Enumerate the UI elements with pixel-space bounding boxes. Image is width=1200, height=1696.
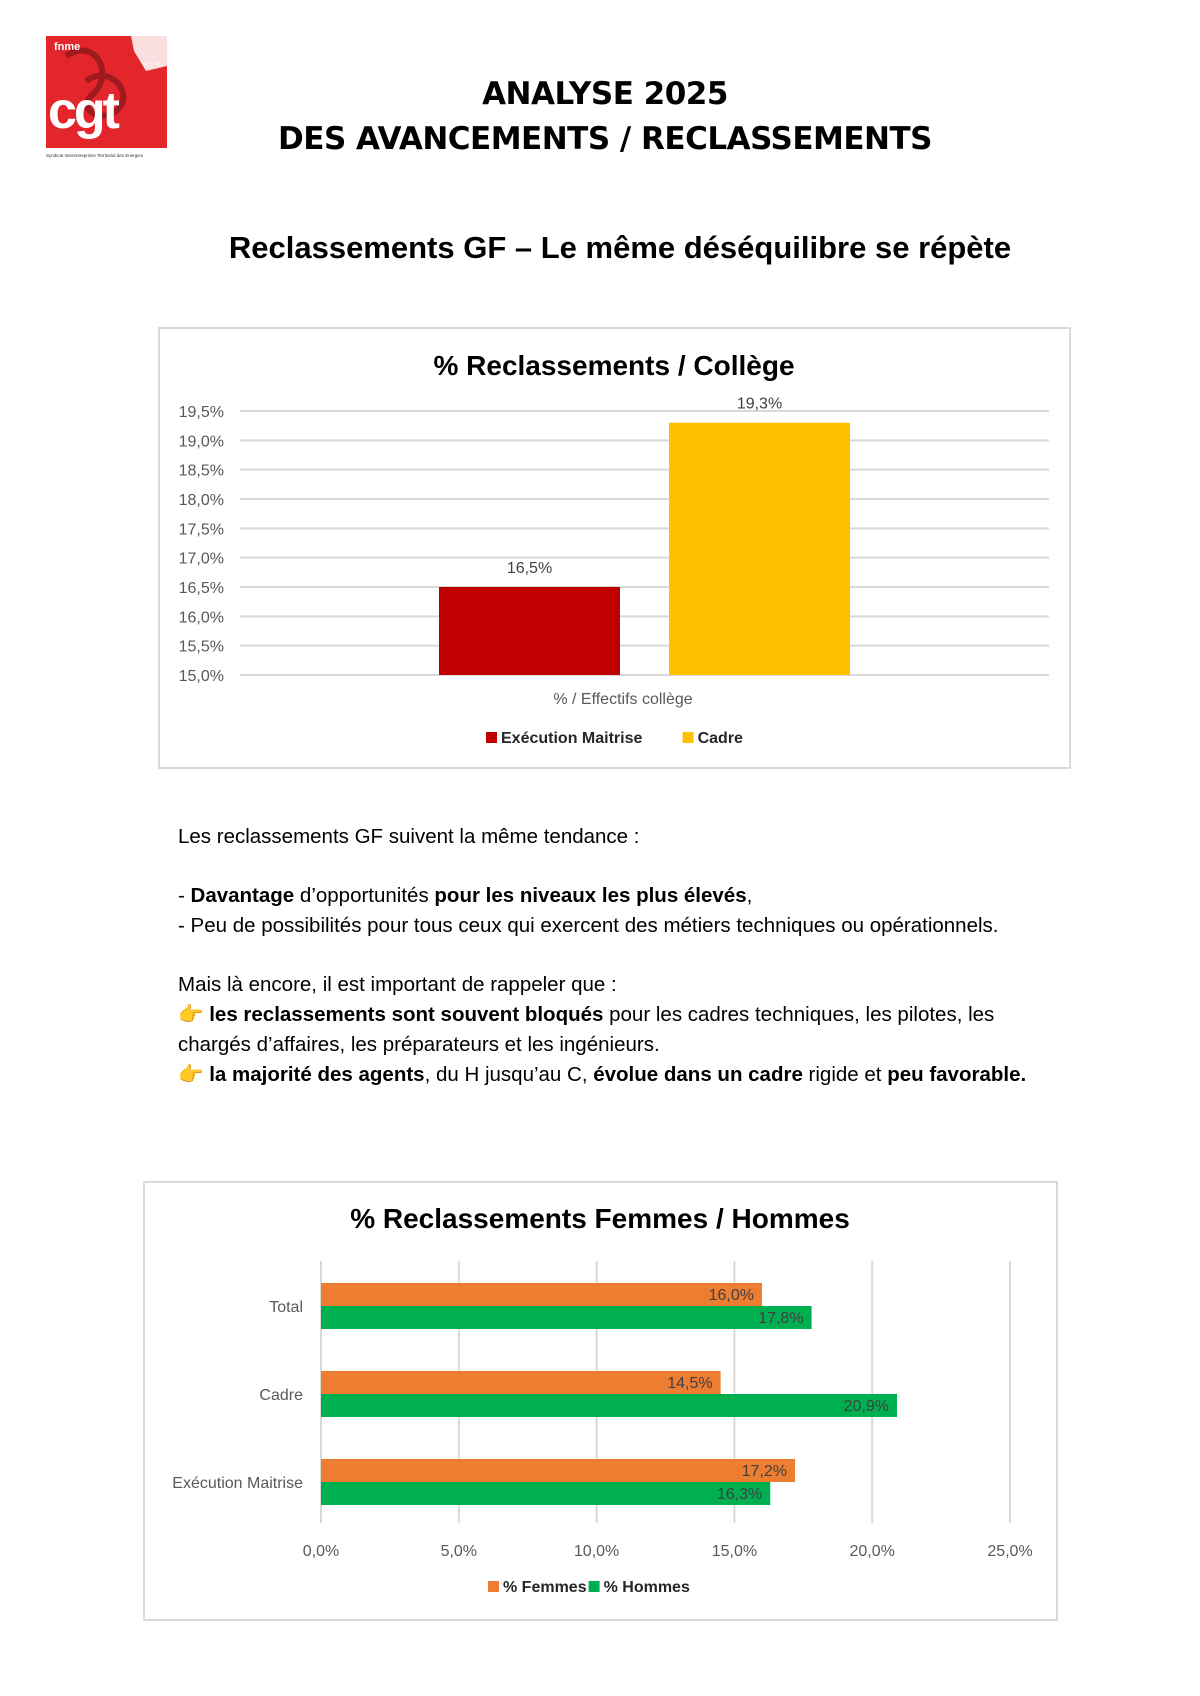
chart-title: % Reclassements / Collège bbox=[433, 350, 794, 381]
text: pour les cadres techniques, les pilotes,… bbox=[603, 1003, 995, 1026]
bold-text: peu favorable. bbox=[887, 1063, 1027, 1086]
data-label: 14,5% bbox=[667, 1375, 712, 1392]
logo-fnme-text: fnme bbox=[54, 41, 80, 53]
bullet-prefix: - bbox=[178, 884, 191, 907]
y-tick-label: 16,0% bbox=[179, 609, 224, 626]
text: d’opportunités bbox=[294, 884, 435, 907]
x-axis-label: % / Effectifs collège bbox=[553, 691, 692, 708]
legend-swatch bbox=[682, 732, 694, 743]
reminder-text: Mais là encore, il est important de rapp… bbox=[178, 973, 617, 996]
bar-femmes bbox=[321, 1371, 721, 1394]
x-tick-label: 10,0% bbox=[574, 1543, 619, 1560]
data-label: 17,8% bbox=[758, 1310, 803, 1327]
legend-label: % Femmes bbox=[503, 1579, 587, 1596]
pointing-hand-icon: 👉 bbox=[178, 1003, 204, 1026]
gender-bar-chart: % Reclassements Femmes / Hommes 0,0% 5,0% 1… bbox=[172, 1203, 1032, 1596]
bar-femmes bbox=[321, 1283, 762, 1306]
college-bar-chart: % Reclassements / Collège 15,0% 15,5% 16,0%… bbox=[179, 350, 1049, 747]
data-label: 19,3% bbox=[737, 396, 782, 413]
page-title-line2: DES AVANCEMENTS / RECLASSEMENTS bbox=[278, 121, 932, 157]
data-label: 16,5% bbox=[507, 560, 552, 577]
category-label: Exécution Maitrise bbox=[172, 1475, 303, 1492]
logo-site-text: SITE 41 bbox=[143, 62, 161, 68]
x-tick-label: 0,0% bbox=[303, 1543, 339, 1560]
x-tick-label: 25,0% bbox=[987, 1543, 1032, 1560]
cgt-logo: fnme SITE 41 cgt Syndicat Interentrepris… bbox=[46, 36, 167, 161]
data-label: 17,2% bbox=[742, 1463, 787, 1480]
y-tick-label: 18,5% bbox=[179, 463, 224, 480]
page-title-line1: ANALYSE 2025 bbox=[482, 76, 728, 112]
bullet-1: - Davantage d’opportunités pour les nive… bbox=[178, 881, 1078, 911]
y-tick-label: 15,0% bbox=[179, 668, 224, 685]
college-chart-frame: % Reclassements / Collège 15,0% 15,5% 16,0%… bbox=[158, 327, 1071, 769]
bar-exécution-maitrise bbox=[439, 587, 620, 675]
category-label: Cadre bbox=[259, 1387, 303, 1404]
y-tick-label: 19,5% bbox=[179, 404, 224, 421]
y-tick-label: 17,0% bbox=[179, 551, 224, 568]
intro-text: Les reclassements GF suivent la même ten… bbox=[178, 825, 640, 848]
x-tick-label: 5,0% bbox=[441, 1543, 477, 1560]
legend-label: % Hommes bbox=[604, 1579, 690, 1596]
text: rigide et bbox=[802, 1063, 888, 1086]
gender-chart-frame: % Reclassements Femmes / Hommes 0,0% 5,0% 1… bbox=[143, 1181, 1058, 1621]
bar-hommes bbox=[321, 1482, 771, 1505]
text: , du H jusqu’au C, bbox=[424, 1063, 594, 1086]
logo-caption-text: Syndicat Interentreprises Territorial de… bbox=[46, 153, 144, 158]
legend-swatch bbox=[588, 1581, 600, 1592]
bold-text: la majorité des agents bbox=[209, 1063, 425, 1086]
bar-femmes bbox=[321, 1459, 796, 1482]
bar-hommes bbox=[321, 1306, 812, 1329]
data-label: 20,9% bbox=[844, 1398, 889, 1415]
point-1-line2: chargés d’affaires, les préparateurs et … bbox=[178, 1033, 660, 1056]
legend-swatch bbox=[486, 732, 497, 743]
body-text: Les reclassements GF suivent la même ten… bbox=[178, 822, 1078, 1090]
bold-text: évolue dans un cadre bbox=[593, 1063, 803, 1086]
bar-hommes bbox=[321, 1394, 898, 1417]
bullet-2: - Peu de possibilités pour tous ceux qui… bbox=[178, 914, 999, 937]
chart-title: % Reclassements Femmes / Hommes bbox=[350, 1203, 850, 1234]
pointing-hand-icon: 👉 bbox=[178, 1063, 204, 1086]
y-tick-label: 15,5% bbox=[179, 639, 224, 656]
legend-label: Exécution Maitrise bbox=[501, 730, 642, 747]
bar-cadre bbox=[669, 422, 850, 675]
legend-label: Cadre bbox=[698, 730, 743, 747]
logo-brand-text: cgt bbox=[48, 82, 120, 140]
bold-text: les reclassements sont souvent bloqués bbox=[209, 1003, 604, 1026]
y-tick-label: 19,0% bbox=[179, 433, 224, 450]
text: , bbox=[746, 884, 753, 907]
bold-text: Davantage bbox=[190, 884, 295, 907]
y-tick-label: 17,5% bbox=[179, 521, 224, 538]
x-tick-label: 15,0% bbox=[712, 1543, 757, 1560]
data-label: 16,0% bbox=[709, 1287, 754, 1304]
section-subtitle: Reclassements GF – Le même déséquilibre … bbox=[228, 230, 1012, 265]
point-1: 👉 les reclassements sont souvent bloqués… bbox=[178, 1000, 1078, 1030]
y-tick-label: 16,5% bbox=[179, 580, 224, 597]
x-tick-label: 20,0% bbox=[850, 1543, 895, 1560]
point-2: 👉 la majorité des agents, du H jusqu’au … bbox=[178, 1060, 1078, 1090]
y-tick-label: 18,0% bbox=[179, 492, 224, 509]
bold-text: pour les niveaux les plus élevés bbox=[434, 884, 747, 907]
data-label: 16,3% bbox=[717, 1486, 762, 1503]
legend-swatch bbox=[488, 1581, 499, 1592]
category-label: Total bbox=[269, 1299, 303, 1316]
